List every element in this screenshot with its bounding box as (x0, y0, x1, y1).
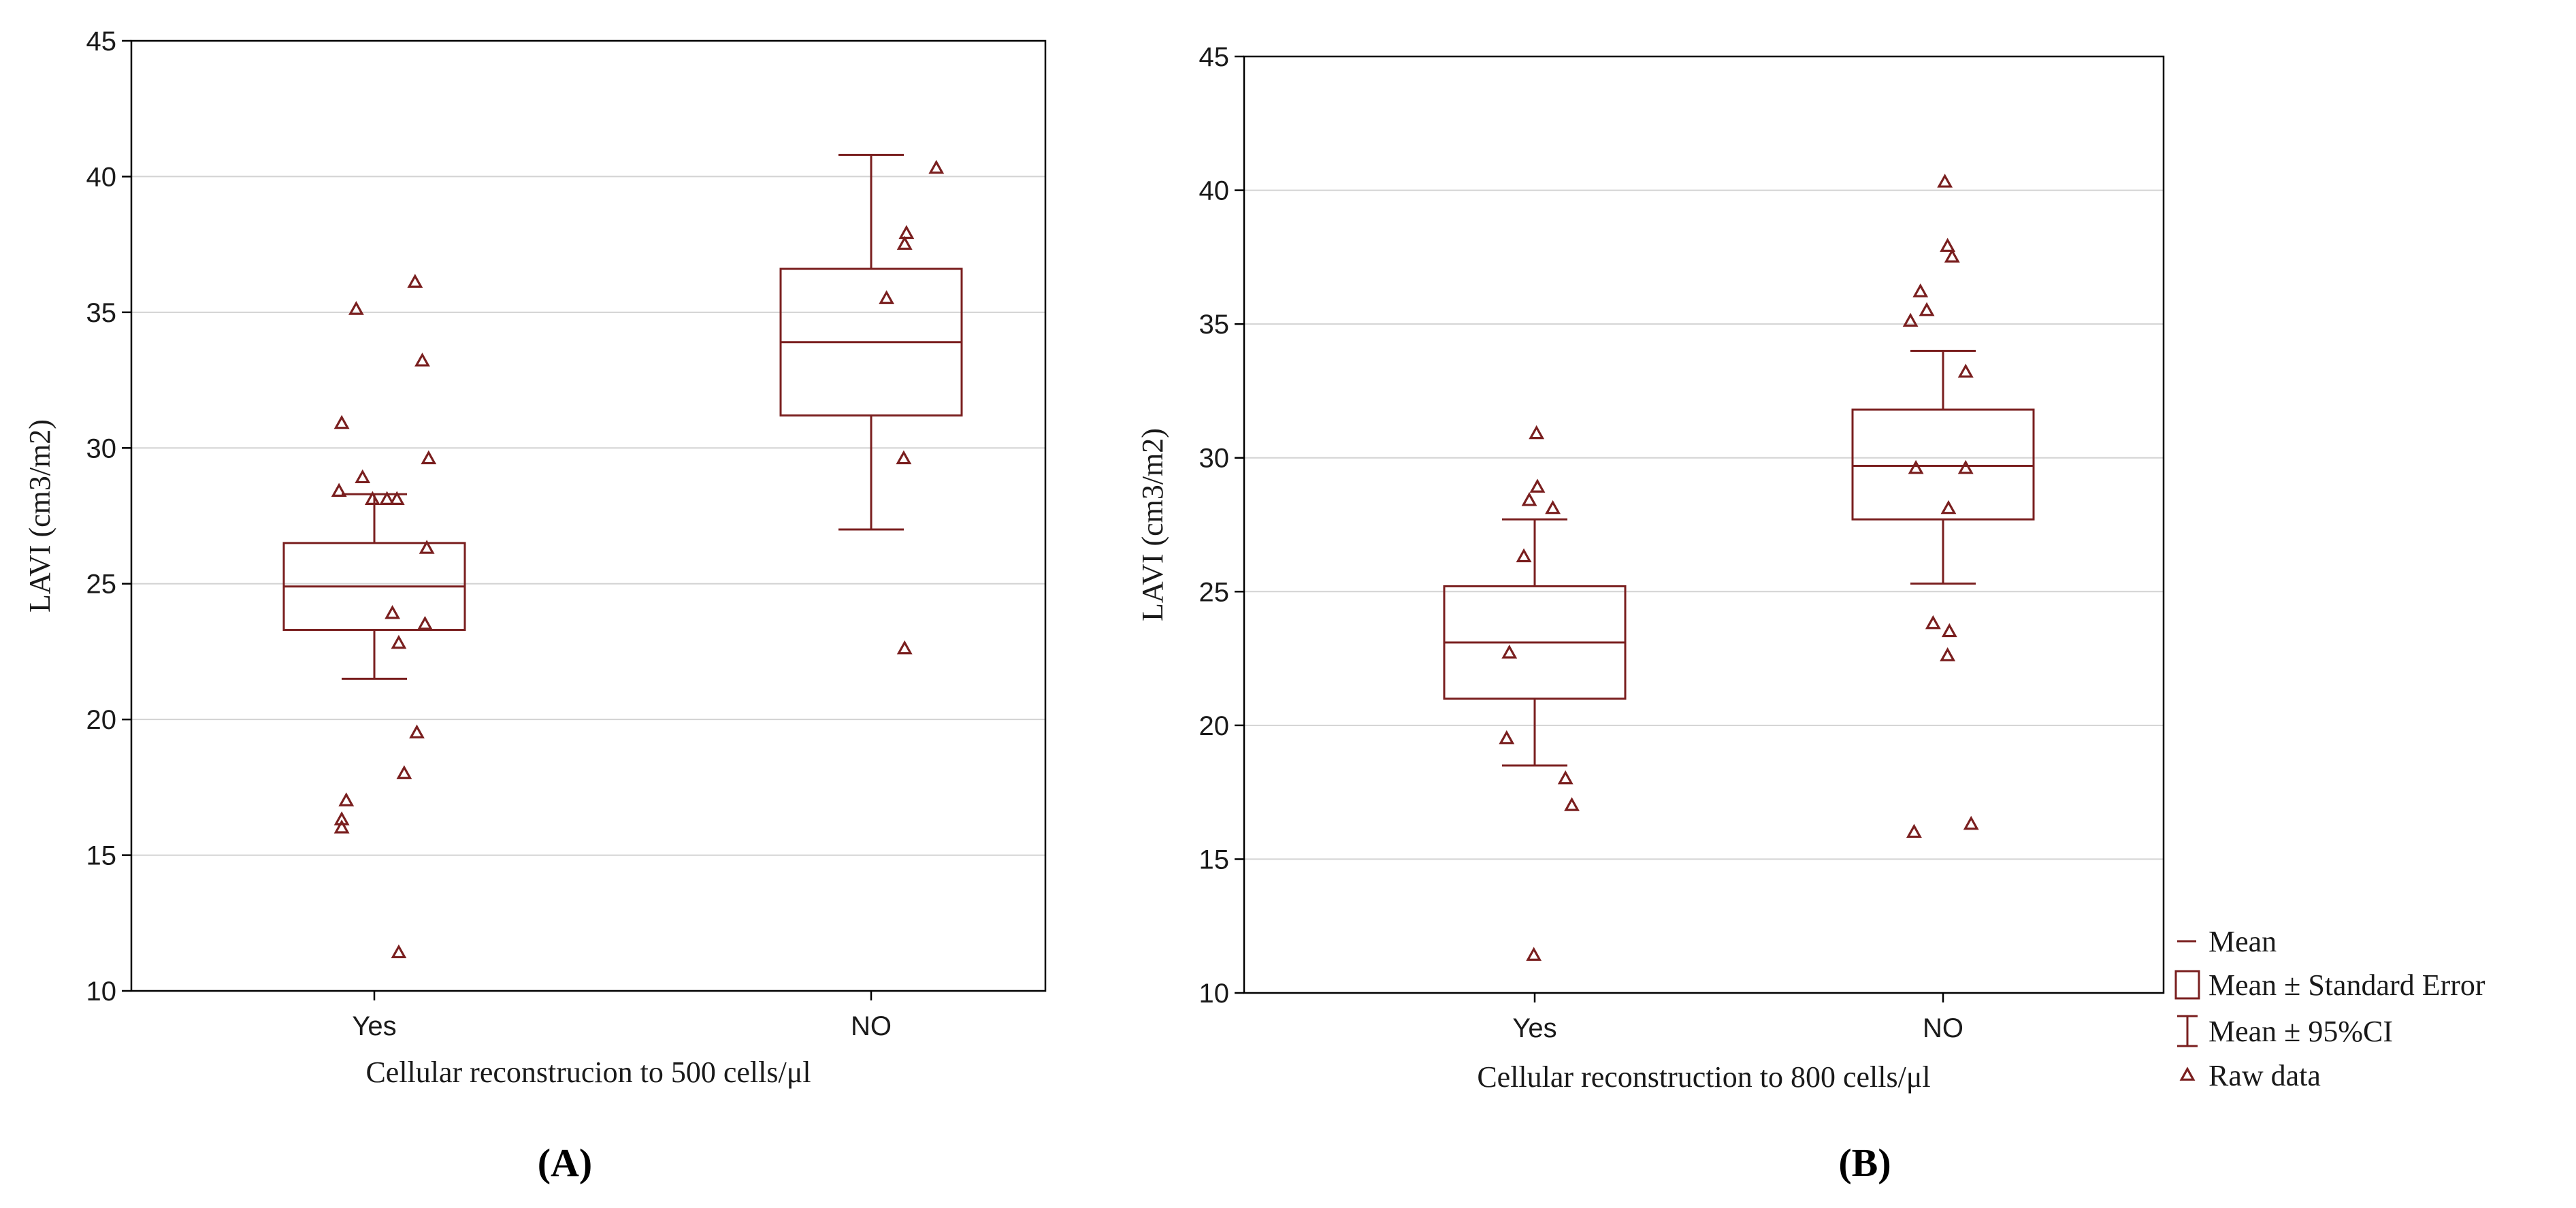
panel-label: (B) (1838, 1141, 1891, 1185)
raw-data-point (333, 819, 350, 834)
raw-data-point (1925, 615, 1941, 630)
x-axis-title: Cellular reconstrucion to 500 cells/μl (365, 1056, 811, 1089)
raw-data-point (879, 290, 895, 304)
y-tick-label: 20 (86, 705, 117, 735)
y-axis-title: LAVI (cm3/m2) (23, 419, 56, 613)
x-tick-label: Yes (352, 1011, 396, 1041)
raw-data-point (1940, 238, 1956, 252)
raw-data-point (407, 274, 423, 288)
raw-data-point (1941, 623, 1957, 638)
raw-data-point (389, 491, 405, 505)
x-tick-label: NO (851, 1011, 892, 1041)
x-tick-label: NO (1923, 1013, 1963, 1043)
box-group-yes (1443, 425, 1627, 961)
raw-data-point (355, 469, 371, 484)
raw-data-point (414, 353, 430, 367)
legend-raw-symbol (2179, 1066, 2196, 1081)
raw-data-point (348, 301, 364, 315)
y-tick-label: 25 (1199, 577, 1230, 607)
y-tick-label: 40 (1199, 176, 1230, 206)
raw-data-point (898, 225, 915, 240)
chart-panel-b: 10 15 20 25 30 35 40 45 Yes NO Cellular reconstruc… (1136, 42, 2165, 1185)
y-tick-label: 10 (1199, 979, 1230, 1009)
raw-data-point (1501, 644, 1518, 659)
y-tick-label: 25 (86, 570, 117, 600)
raw-data-point (1526, 947, 1542, 961)
box-group-no (1851, 174, 2035, 838)
raw-data-point (1940, 500, 1957, 515)
y-tick-label: 30 (86, 434, 117, 463)
raw-data-point (396, 765, 412, 779)
plot-frame (1243, 55, 2165, 994)
raw-data-point (1957, 363, 1974, 378)
y-tick-label: 15 (86, 841, 117, 871)
legend-label-mean: Mean (2208, 925, 2277, 958)
raw-data-point (1919, 301, 1935, 316)
raw-data-point (1937, 174, 1953, 188)
raw-data-point (385, 605, 401, 619)
raw-data-point (333, 811, 350, 826)
raw-data-point (1521, 492, 1537, 506)
y-tick-label: 35 (1199, 310, 1230, 340)
panel-label: (A) (538, 1141, 593, 1185)
plot-frame (130, 39, 1047, 992)
box-group-yes (282, 274, 466, 959)
raw-data-point (391, 944, 407, 959)
y-tick-label: 45 (1199, 42, 1230, 72)
y-tick-label: 35 (86, 298, 117, 328)
y-tick-label: 45 (86, 27, 117, 56)
raw-data-point (1902, 312, 1919, 327)
legend: Mean Mean ± Standard Error Mean ± 95%CI Raw… (2174, 925, 2485, 1092)
raw-data-point (364, 491, 380, 505)
raw-data-point (1545, 500, 1561, 515)
raw-data-point (421, 450, 437, 465)
y-axis-title: LAVI (cm3/m2) (1136, 428, 1169, 621)
chart-panel-a: 10 15 20 25 30 35 40 45 Yes NO Cellular reconstruc… (23, 27, 1047, 1185)
raw-data-point (1499, 730, 1515, 745)
raw-data-point (1963, 815, 1979, 830)
legend-se-symbol (2174, 970, 2200, 1000)
raw-data-point (1940, 647, 1956, 662)
raw-data-point (379, 491, 395, 505)
y-tick-label: 30 (1199, 444, 1230, 474)
raw-data-point (333, 414, 350, 429)
box-group-no (779, 154, 963, 655)
y-tick-label: 15 (1199, 845, 1230, 875)
x-tick-label: Yes (1512, 1013, 1556, 1043)
raw-data-point (1529, 478, 1546, 493)
raw-data-point (409, 724, 425, 738)
raw-data-point (391, 634, 407, 649)
raw-data-point (1957, 459, 1974, 474)
raw-data-point (1564, 797, 1580, 811)
raw-data-point (1906, 823, 1922, 838)
raw-data-point (1529, 425, 1545, 440)
legend-label-se: Mean ± Standard Error (2208, 968, 2485, 1002)
raw-data-point (896, 235, 913, 250)
raw-data-point (1557, 770, 1574, 785)
legend-label-raw: Raw data (2208, 1059, 2321, 1092)
y-tick-label: 20 (1199, 711, 1230, 741)
legend-label-ci: Mean ± 95%CI (2208, 1015, 2393, 1048)
raw-data-point (419, 540, 435, 554)
raw-data-point (928, 159, 945, 174)
y-tick-label: 10 (86, 977, 117, 1007)
raw-data-point (1944, 248, 1960, 263)
raw-data-point (896, 640, 913, 655)
x-axis-title: Cellular reconstruction to 800 cells/μl (1477, 1060, 1930, 1094)
y-tick-label: 40 (86, 162, 117, 192)
raw-data-point (1912, 283, 1929, 297)
raw-data-point (1516, 548, 1532, 563)
raw-data-point (338, 792, 355, 806)
raw-data-point (1908, 459, 1924, 474)
se-box (1851, 408, 2035, 521)
raw-data-point (417, 615, 433, 630)
raw-data-point (331, 483, 347, 497)
raw-data-point (896, 450, 912, 465)
